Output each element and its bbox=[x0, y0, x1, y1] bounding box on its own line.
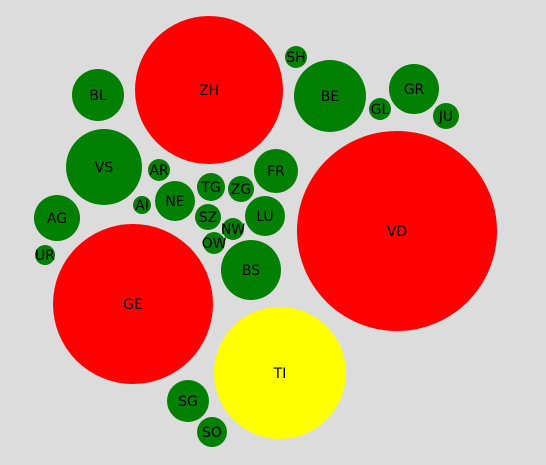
bubble-sh: SH bbox=[285, 46, 307, 68]
bubble-so: SO bbox=[197, 417, 227, 447]
bubble-circle-fr bbox=[254, 149, 298, 193]
bubble-circle-be bbox=[294, 60, 366, 132]
bubble-circle-ge bbox=[53, 224, 213, 384]
bubble-fr: FR bbox=[254, 149, 298, 193]
bubble-ag: AG bbox=[34, 195, 80, 241]
bubble-circle-vd bbox=[297, 131, 497, 331]
bubble-ne: NE bbox=[155, 181, 195, 221]
bubble-circle-tg bbox=[197, 173, 225, 201]
bubble-lu: LU bbox=[245, 196, 285, 236]
bubble-circle-nw bbox=[222, 218, 244, 240]
bubble-gr: GR bbox=[389, 64, 439, 114]
bubble-ai: AI bbox=[133, 196, 151, 214]
bubble-vs: VS bbox=[66, 129, 142, 205]
bubble-nw: NW bbox=[221, 218, 245, 240]
bubble-circle-zg bbox=[228, 176, 254, 202]
bubble-sg: SG bbox=[167, 380, 209, 422]
bubble-gl: GL bbox=[369, 98, 391, 120]
bubble-bs: BS bbox=[221, 240, 281, 300]
bubble-ge: GE bbox=[53, 224, 213, 384]
bubble-circle-ne bbox=[155, 181, 195, 221]
bubble-circle-ag bbox=[34, 195, 80, 241]
bubble-ti: TI bbox=[214, 307, 346, 439]
bubble-circle-ti bbox=[214, 307, 346, 439]
bubble-vd: VD bbox=[297, 131, 497, 331]
bubble-circle-sh bbox=[285, 46, 307, 68]
bubble-circle-ur bbox=[35, 245, 55, 265]
bubble-zh: ZH bbox=[135, 16, 283, 164]
bubble-circle-ai bbox=[133, 196, 151, 214]
bubble-ar: AR bbox=[148, 159, 170, 181]
bubble-circle-lu bbox=[245, 196, 285, 236]
bubble-ur: UR bbox=[35, 245, 55, 265]
bubble-circle-zh bbox=[135, 16, 283, 164]
bubble-circle-sz bbox=[195, 204, 221, 230]
bubble-circle-ju bbox=[433, 103, 459, 129]
bubble-circle-bs bbox=[221, 240, 281, 300]
bubble-circle-bl bbox=[72, 69, 124, 121]
bubble-circle-gr bbox=[389, 64, 439, 114]
bubble-circle-so bbox=[197, 417, 227, 447]
bubble-circle-sg bbox=[167, 380, 209, 422]
bubble-ow: OW bbox=[202, 232, 227, 254]
bubble-tg: TG bbox=[197, 173, 225, 201]
bubble-circle-vs bbox=[66, 129, 142, 205]
bubble-be: BE bbox=[294, 60, 366, 132]
bubble-circle-gl bbox=[369, 98, 391, 120]
bubble-circle-ow bbox=[203, 232, 225, 254]
bubble-ju: JU bbox=[433, 103, 459, 129]
bubble-sz: SZ bbox=[195, 204, 221, 230]
bubble-zg: ZG bbox=[228, 176, 254, 202]
bubble-circle-ar bbox=[148, 159, 170, 181]
bubble-bl: BL bbox=[72, 69, 124, 121]
